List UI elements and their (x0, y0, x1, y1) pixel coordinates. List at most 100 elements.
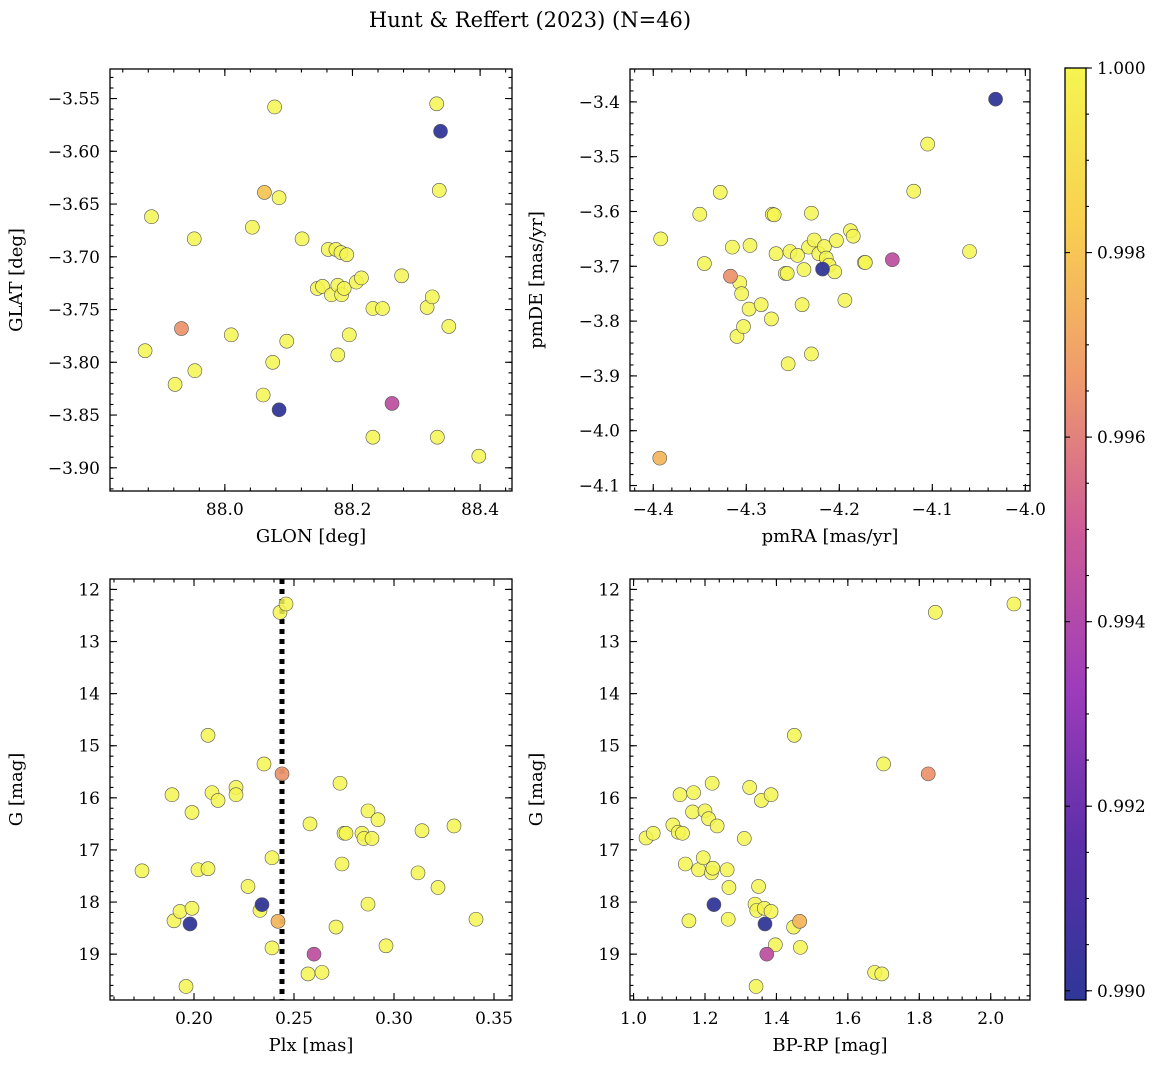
data-point (753, 297, 769, 312)
data-point (790, 248, 805, 263)
x-tick-label: 1.0 (620, 1009, 647, 1029)
x-tick-label: 0.25 (275, 1009, 313, 1029)
data-point (764, 311, 779, 327)
colorbar-gradient (1064, 67, 1087, 1001)
colorbar-tick-label: 0.990 (1097, 982, 1146, 1002)
data-point (370, 812, 386, 828)
data-point (757, 916, 773, 932)
y-tick-label: −3.80 (48, 353, 100, 373)
points (137, 96, 487, 464)
data-point (928, 605, 943, 620)
colorbar: 0.990 0.992 0.994 0.996 0.998 1.000 (1064, 59, 1146, 1002)
data-point (845, 228, 861, 244)
data-point (815, 261, 830, 277)
colorbar-tick-label: 0.996 (1097, 428, 1146, 448)
x-tick-label: 1.4 (763, 1009, 790, 1029)
data-point (681, 913, 697, 929)
data-point (719, 862, 735, 878)
panel-pm: −4.4 −4.3 −4.2 −4.1 −4.0 −3.4 −3.5 −3.6 −3.7 −3.8… (526, 68, 1046, 547)
data-point (874, 966, 890, 982)
data-point (315, 279, 330, 294)
points (638, 596, 1022, 994)
data-point (829, 233, 844, 248)
data-point (394, 268, 409, 284)
y-tick-label: −3.60 (48, 142, 100, 162)
data-point (338, 825, 354, 841)
data-point (306, 946, 322, 962)
points (134, 579, 484, 1000)
data-point (336, 281, 352, 296)
x-tick-label: 1.6 (834, 1009, 861, 1029)
data-point (256, 756, 272, 772)
data-point (736, 319, 751, 334)
y-tick-label: −3.7 (579, 257, 620, 277)
data-point (279, 333, 295, 349)
y-tick-label: 14 (78, 685, 100, 705)
data-point (270, 914, 286, 929)
data-point (692, 206, 708, 222)
data-point (410, 865, 426, 881)
data-point (178, 979, 194, 994)
data-point (780, 356, 796, 372)
data-point (244, 219, 260, 235)
x-axis-label: GLON [deg] (256, 526, 366, 547)
data-point (164, 787, 180, 803)
data-point (360, 896, 376, 912)
x-tick-label: −4.2 (819, 500, 860, 520)
data-point (328, 919, 344, 935)
data-point (341, 327, 357, 343)
colorbar-tick-label: 0.992 (1097, 797, 1146, 817)
panels: 88.0 88.2 88.4 −3.55 −3.60 −3.65 −3.70 −3.75 −3.… (6, 68, 1046, 1056)
data-point (364, 831, 380, 846)
y-tick-label: 12 (598, 580, 620, 600)
plot-frame (109, 578, 513, 1001)
plot-frame (629, 578, 1031, 1001)
x-tick-label: −4.0 (1005, 500, 1046, 520)
data-point (1006, 596, 1022, 612)
data-point (766, 207, 782, 223)
data-point (424, 289, 440, 305)
data-point (186, 231, 202, 247)
data-point (721, 880, 737, 895)
panel-cmd: 1.0 1.2 1.4 1.6 1.8 2.0 12 13 14 15 16 17 18 19 BP-RP … (526, 578, 1031, 1056)
x-tick-label: 1.8 (906, 1009, 933, 1029)
data-point (134, 863, 150, 879)
data-point (334, 856, 350, 872)
data-point (144, 209, 159, 224)
y-tick-label: 17 (78, 841, 100, 861)
data-point (723, 268, 738, 284)
data-point (414, 823, 430, 838)
data-point (876, 756, 891, 772)
data-point (796, 262, 812, 277)
data-point (705, 860, 721, 876)
x-tick-label: −4.1 (912, 500, 953, 520)
data-point (429, 96, 445, 112)
y-tick-label: −3.75 (48, 301, 100, 321)
points (652, 91, 1003, 466)
y-axis-label: GLAT [deg] (6, 228, 27, 332)
x-tick-label: 0.20 (175, 1009, 213, 1029)
y-tick-label: 13 (598, 633, 620, 653)
data-point (736, 831, 752, 846)
y-tick-label: 15 (598, 737, 620, 757)
data-point (806, 232, 822, 248)
data-point (962, 244, 977, 259)
data-point (804, 205, 819, 221)
data-point (430, 429, 445, 445)
y-tick-label: 16 (78, 789, 100, 809)
data-point (384, 396, 400, 411)
data-point (748, 979, 764, 994)
colorbar-ticks: 0.990 0.992 0.994 0.996 0.998 1.000 (1065, 59, 1146, 1002)
y-tick-label: 17 (598, 841, 620, 861)
data-point (685, 804, 700, 820)
data-point (184, 805, 200, 820)
y-tick-label: 16 (598, 789, 620, 809)
data-point (675, 825, 690, 841)
data-point (294, 231, 310, 247)
data-point (652, 450, 668, 466)
data-point (712, 185, 728, 200)
panel-plx-g: 0.20 0.25 0.30 0.35 12 13 14 15 16 17 18 19 Plx [mas… (6, 578, 513, 1056)
data-point (759, 946, 775, 962)
y-tick-label: 19 (598, 945, 620, 965)
data-point (885, 252, 900, 268)
